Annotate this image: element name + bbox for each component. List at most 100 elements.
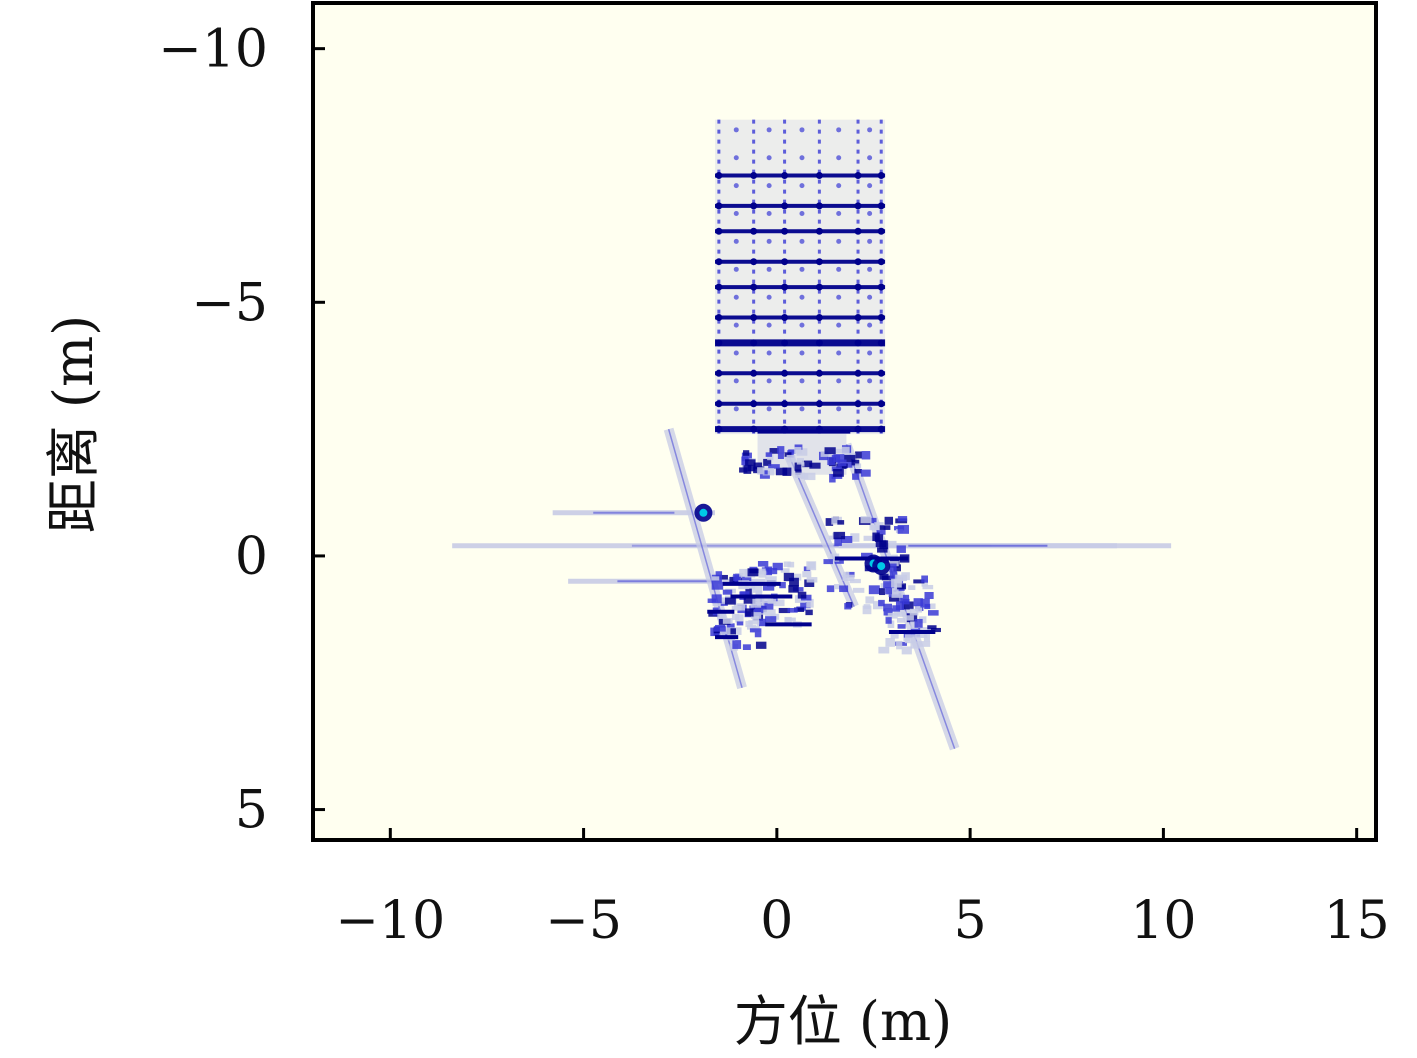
clutter-cell bbox=[875, 540, 887, 548]
clutter-cell bbox=[924, 591, 934, 599]
grid-intersection-point bbox=[750, 400, 758, 408]
grid-intersection-point bbox=[854, 425, 862, 433]
clutter-cell bbox=[884, 516, 894, 525]
clutter-cell bbox=[897, 516, 908, 522]
clutter-cell bbox=[845, 571, 855, 578]
clutter-cell bbox=[775, 467, 788, 476]
clutter-cell bbox=[844, 603, 852, 610]
grid-scatter-point bbox=[766, 183, 772, 189]
grid-intersection-point bbox=[715, 314, 723, 322]
clutter-cell bbox=[910, 641, 921, 649]
clutter-cell bbox=[768, 464, 780, 469]
grid-intersection-point bbox=[854, 171, 862, 179]
x-tick-label: 15 bbox=[1324, 891, 1390, 951]
clutter-cell bbox=[806, 577, 818, 583]
grid-intersection-point bbox=[854, 369, 862, 377]
clutter-cell bbox=[887, 612, 898, 619]
x-axis-ticks: −10 −5 0 5 10 15 bbox=[335, 828, 1390, 951]
grid-scatter-point bbox=[836, 155, 842, 161]
diagonal-sidelobe-core bbox=[787, 454, 855, 607]
clutter-cell bbox=[878, 599, 885, 607]
clutter-cell bbox=[834, 558, 844, 564]
clutter-cell bbox=[772, 562, 783, 571]
clutter-cell bbox=[740, 591, 750, 596]
grid-scatter-point bbox=[867, 127, 873, 133]
clutter-cell bbox=[711, 581, 724, 590]
grid-intersection-point bbox=[877, 314, 885, 322]
grid-scatter-point bbox=[867, 378, 873, 384]
x-tick-label: 0 bbox=[760, 891, 793, 951]
grid-scatter-point bbox=[766, 294, 772, 300]
x-axis-label: 方位 (m) bbox=[734, 990, 953, 1053]
clutter-cell bbox=[731, 606, 742, 611]
grid-intersection-point bbox=[815, 171, 823, 179]
clutter-cell bbox=[828, 535, 838, 540]
clutter-cell bbox=[717, 611, 724, 621]
grid-intersection-point bbox=[854, 202, 862, 210]
clutter-cell bbox=[869, 524, 881, 531]
clutter-cell bbox=[850, 533, 860, 542]
clutter-cell bbox=[745, 608, 754, 617]
clutter-cell bbox=[852, 473, 860, 480]
clutter-cell bbox=[841, 446, 850, 455]
clutter-cell bbox=[921, 579, 928, 587]
clutter-cell bbox=[809, 462, 821, 469]
grid-scatter-point bbox=[766, 266, 772, 272]
clutter-cell bbox=[794, 447, 802, 454]
grid-scatter-point bbox=[836, 238, 842, 244]
clutter-cell bbox=[883, 603, 893, 612]
grid-scatter-point bbox=[733, 127, 739, 133]
clutter-cell bbox=[865, 596, 875, 604]
clutter-cell bbox=[764, 609, 776, 617]
grid-scatter-point bbox=[733, 238, 739, 244]
clutter-cell bbox=[834, 448, 845, 454]
grid-scatter-point bbox=[836, 211, 842, 217]
clutter-cell bbox=[778, 607, 791, 614]
clutter-cell bbox=[887, 620, 895, 628]
grid-intersection-point bbox=[715, 283, 723, 291]
clutter-cell bbox=[767, 598, 777, 604]
clutter-cell bbox=[773, 599, 785, 607]
clutter-cell bbox=[794, 462, 802, 471]
clutter-cell bbox=[868, 585, 880, 595]
grid-scatter-point bbox=[799, 266, 805, 272]
grid-scatter-point bbox=[836, 406, 842, 412]
grid-scatter-point bbox=[836, 378, 842, 384]
grid-intersection-point bbox=[715, 425, 723, 433]
clutter-cell bbox=[748, 620, 760, 625]
clutter-cell bbox=[915, 604, 923, 613]
grid-scatter-point bbox=[766, 406, 772, 412]
clutter-cell bbox=[796, 448, 808, 456]
grid-intersection-point bbox=[877, 171, 885, 179]
clutter-cell bbox=[831, 516, 842, 525]
grid-intersection-point bbox=[715, 339, 723, 347]
grid-intersection-point bbox=[815, 339, 823, 347]
clutter-cell bbox=[896, 617, 906, 623]
clutter-cell bbox=[793, 607, 805, 612]
clutter-cell bbox=[714, 626, 726, 632]
clutter-cell bbox=[897, 611, 907, 617]
clutter-cell bbox=[843, 454, 856, 462]
grid-scatter-point bbox=[867, 294, 873, 300]
grid-scatter-point bbox=[867, 211, 873, 217]
grid-intersection-point bbox=[750, 369, 758, 377]
grid-intersection-point bbox=[715, 369, 723, 377]
clutter-cell bbox=[752, 598, 761, 605]
clutter-cell bbox=[734, 575, 742, 582]
grid-scatter-point bbox=[733, 350, 739, 356]
clutter-cell bbox=[904, 634, 917, 644]
grid-scatter-point bbox=[733, 183, 739, 189]
clutter-cell bbox=[914, 618, 923, 628]
clutter-cell bbox=[796, 458, 804, 465]
y-tick-label: 5 bbox=[235, 781, 268, 841]
clutter-cell bbox=[839, 585, 849, 593]
clutter-cell bbox=[800, 473, 809, 480]
grid-intersection-point bbox=[815, 314, 823, 322]
clutter-cell bbox=[892, 605, 901, 612]
clutter-cell bbox=[888, 540, 897, 546]
grid-intersection-point bbox=[781, 227, 789, 235]
grid-scatter-point bbox=[867, 322, 873, 328]
grid-scatter-point bbox=[733, 266, 739, 272]
clutter-cell bbox=[735, 614, 744, 623]
clutter-cell bbox=[757, 467, 765, 475]
